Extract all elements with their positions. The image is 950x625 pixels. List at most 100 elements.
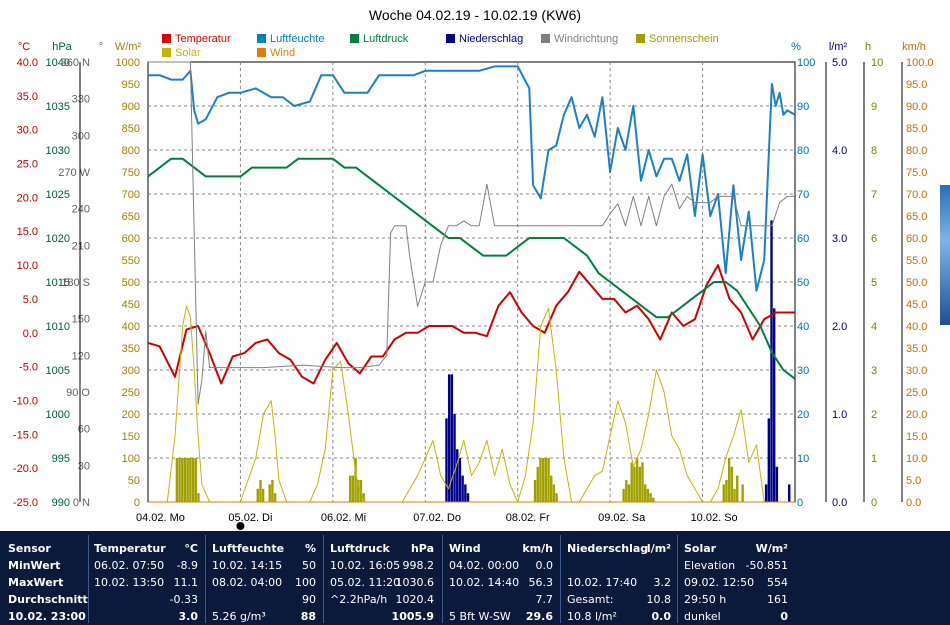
solar-current: 0: [780, 610, 788, 623]
bar-sonnenschein: [194, 458, 197, 502]
axis-tick-wind: 0.0: [906, 497, 921, 509]
bar-sonnenschein: [622, 488, 625, 502]
solar-hours: 29:50 h: [684, 593, 727, 606]
legend-label: Sonnenschein: [649, 33, 719, 45]
x-tick-label: 08.02. Fr: [506, 512, 550, 524]
axis-tick-dir: 270 W: [58, 167, 90, 179]
x-tick-label: 06.02. Mi: [321, 512, 366, 524]
axis-tick-wind: 25.0: [906, 387, 927, 399]
axis-tick-wind: 15.0: [906, 431, 927, 443]
axis-tick-temp: 40.0: [17, 57, 38, 69]
axis-tick-press: 995: [52, 453, 70, 465]
axis-tick-temp: 0.0: [23, 328, 38, 340]
solar-avg: 161: [767, 593, 788, 606]
axis-tick-wind: 95.0: [906, 79, 927, 91]
bar-sonnenschein: [725, 480, 728, 502]
axis-tick-rain: 0.0: [832, 497, 847, 509]
legend-swatch: [541, 34, 550, 43]
bar-sonnenschein: [722, 484, 725, 502]
axis-tick-temp: 5.0: [23, 294, 38, 306]
summary-panel: [0, 531, 950, 625]
bar-niederschlag: [461, 475, 464, 502]
series-line-solar: [148, 305, 795, 503]
divider: [560, 535, 561, 623]
bar-sonnenschein: [643, 484, 647, 502]
axis-tick-solar: 800: [122, 145, 140, 157]
axis-tick-press: 1020: [46, 233, 70, 245]
bar-niederschlag: [773, 308, 776, 502]
legend-swatch: [257, 34, 266, 43]
axis-tick-wind: 40.0: [906, 321, 927, 333]
bar-sonnenschein: [259, 480, 262, 502]
divider: [677, 535, 678, 623]
bar-sonnenschein: [268, 484, 271, 502]
bar-sonnenschein: [625, 480, 628, 502]
axis-tick-dir: 210: [72, 240, 90, 252]
axis-tick-solar: 450: [122, 299, 140, 311]
axis-tick-sun: 2: [871, 409, 877, 421]
rain-max-time: 10.02. 17:40: [567, 576, 638, 589]
axis-tick-dir: 150: [72, 314, 90, 326]
axis-tick-temp: 10.0: [17, 260, 38, 272]
axis-tick-hum: 70: [797, 189, 809, 201]
min-label: MinWert: [8, 559, 61, 572]
axis-tick-solar: 850: [122, 123, 140, 135]
axis-tick-rain: 5.0: [832, 57, 847, 69]
bar-niederschlag: [453, 414, 456, 502]
axis-tick-solar: 550: [122, 255, 140, 267]
legend-swatch: [446, 34, 455, 43]
axis-tick-solar: 100: [122, 453, 140, 465]
axis-tick-dir: 120: [72, 350, 90, 362]
axis-unit-press: hPa: [52, 41, 72, 53]
axis-tick-temp: 15.0: [17, 226, 38, 238]
axis-tick-dir: 90 O: [66, 387, 90, 399]
divider: [323, 535, 324, 623]
series-line-luftdruck: [147, 157, 796, 380]
legend-swatch: [257, 48, 266, 57]
x-tick-label: 05.02. Di: [228, 512, 272, 524]
wind-avg: 7.7: [535, 593, 554, 606]
sensor-head: Sensor: [8, 542, 51, 555]
axis-tick-hum: 80: [797, 145, 809, 157]
press-current: 1005.9: [391, 610, 434, 623]
bar-sonnenschein: [652, 497, 655, 502]
bar-sonnenschein: [533, 480, 537, 502]
wind-min: 0.0: [535, 559, 554, 572]
axis-tick-rain: 2.0: [832, 321, 847, 333]
bar-sonnenschein: [539, 458, 542, 502]
press-min-time: 10.02. 16:05: [330, 559, 401, 572]
axis-unit-solar: W/m²: [115, 41, 142, 53]
wind-unit: km/h: [522, 542, 553, 555]
bar-sonnenschein: [635, 458, 639, 502]
axis-tick-dir: 180 S: [61, 277, 90, 289]
wind-head: Wind: [449, 542, 481, 555]
axis-tick-press: 1035: [46, 101, 70, 113]
bar-sonnenschein: [271, 480, 274, 502]
press-min: 998.2: [402, 559, 435, 572]
axis-tick-solar: 1000: [116, 57, 140, 69]
time-marker: [236, 522, 245, 530]
press-trend: ^2.2hPa/h: [330, 593, 388, 606]
hum-max: 100: [295, 576, 316, 589]
axis-tick-hum: 60: [797, 233, 809, 245]
legend-label: Wind: [270, 47, 295, 59]
bar-sonnenschein: [362, 493, 365, 502]
axis-tick-press: 1005: [46, 365, 70, 377]
bar-sonnenschein: [727, 458, 731, 502]
legend-label: Windrichtung: [554, 33, 618, 45]
bar-sonnenschein: [741, 484, 744, 502]
bar-sonnenschein: [183, 458, 187, 502]
bar-sonnenschein: [627, 484, 631, 502]
axis-tick-solar: 150: [122, 431, 140, 443]
axis-tick-wind: 10.0: [906, 453, 927, 465]
bar-sonnenschein: [649, 493, 652, 502]
axis-unit-sun: h: [865, 41, 871, 53]
bar-sonnenschein: [348, 475, 352, 502]
axis-tick-wind: 100.0: [906, 57, 934, 69]
bar-sonnenschein: [181, 458, 184, 502]
bar-sonnenschein: [552, 484, 556, 502]
bar-sonnenschein: [541, 458, 545, 502]
bar-sonnenschein: [351, 475, 355, 502]
axis-tick-temp: 35.0: [17, 91, 38, 103]
axis-tick-dir: 330: [72, 94, 90, 106]
